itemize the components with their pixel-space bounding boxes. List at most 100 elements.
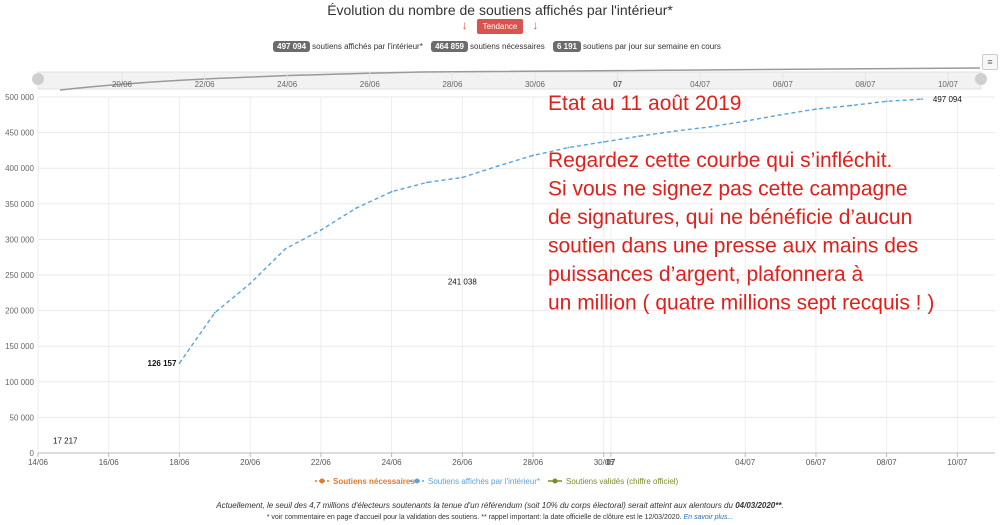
navigator-tick-label: 06/07 [773, 80, 794, 89]
series-point [461, 176, 464, 179]
navigator-tick-label: 07 [613, 80, 622, 89]
series-point [885, 100, 888, 103]
series-point [213, 311, 216, 314]
x-tick-label: 26/06 [452, 458, 473, 467]
data-labels: 17 217 126 157 241 038 497 094 [53, 95, 962, 446]
annotation-line: de signatures, qui ne bénéficie d’aucun [548, 206, 912, 229]
series-point [602, 140, 605, 143]
series-point [567, 146, 570, 149]
x-tick-label: 10/07 [947, 458, 968, 467]
navigator-tick-label: 10/07 [938, 80, 959, 89]
legend-item[interactable]: Soutiens validés (chiffre officiel) [548, 477, 679, 486]
navigator-tick-label: 28/06 [442, 80, 463, 89]
chart-svg: 20/06 22/06 24/06 26/06 28/06 30/06 07 04/07 06/… [5, 67, 995, 486]
annotation-line: puissances d’argent, plafonnera à [548, 263, 864, 286]
y-axis: 0 50 000 100 000 150 000 200 000 250 000 300 0… [5, 93, 34, 458]
counters-bar: 497 094 soutiens affichés par l'intérieur… [0, 41, 1000, 52]
trend-bar: ↓ Tendance ↓ [0, 18, 1000, 34]
series-point [708, 126, 711, 128]
counter-daily-value: 6 191 [552, 41, 581, 52]
counter-needed-value: 464 859 [431, 41, 468, 52]
navigator-series [59, 67, 981, 91]
y-tick-label: 150 000 [5, 342, 34, 351]
arrow-down-icon: ↓ [532, 18, 539, 32]
navigator[interactable]: 20/06 22/06 24/06 26/06 28/06 30/06 07 04/07 06/… [32, 67, 987, 91]
series-point [779, 113, 782, 116]
series-point [921, 98, 923, 100]
legend[interactable]: Soutiens nécessaires Soutiens affichés pa… [315, 477, 679, 486]
series-point [744, 120, 747, 123]
navigator-tick-label: 08/07 [855, 80, 876, 89]
annotation-line: Etat au 11 août 2019 [548, 92, 741, 115]
series-layer [178, 98, 923, 365]
x-tick-label: 22/06 [311, 458, 332, 467]
data-label: 126 157 [148, 359, 177, 368]
y-tick-label: 200 000 [5, 307, 34, 316]
y-tick-label: 300 000 [5, 235, 34, 244]
x-tick-label: 07 [606, 458, 615, 467]
annotation-line: Regardez cette courbe qui s’infléchit. [548, 149, 892, 172]
counter-needed-label: soutiens nécessaires [470, 42, 545, 51]
footer-text: Actuellement, le seuil des 4,7 millions … [0, 501, 1000, 510]
series-point [638, 135, 641, 138]
footer-end: . [781, 501, 784, 510]
series-point [249, 282, 252, 285]
x-tick-label: 18/06 [169, 458, 190, 467]
legend-label: Soutiens nécessaires [333, 477, 415, 486]
navigator-tick-label: 22/06 [195, 80, 216, 89]
chart-title: Évolution du nombre de soutiens affichés… [327, 2, 673, 18]
series-point [532, 154, 534, 157]
legend-dot [319, 478, 325, 484]
x-tick-label: 14/06 [28, 458, 49, 467]
legend-dot [414, 478, 420, 484]
x-tick-label: 30/06 [594, 458, 615, 467]
y-tick-label: 500 000 [5, 93, 34, 102]
counter-displayed-value: 497 094 [273, 41, 311, 52]
series-point [319, 229, 322, 232]
x-tick-label: 08/07 [877, 458, 898, 467]
footer-link[interactable]: En savoir plus... [683, 514, 734, 521]
navigator-tick-label: 26/06 [360, 80, 381, 89]
navigator-handle-right [975, 73, 987, 85]
data-label: 497 094 [933, 95, 962, 104]
legend-item[interactable]: Soutiens affichés par l'intérieur* [410, 477, 540, 486]
x-tick-label: 24/06 [382, 458, 403, 467]
series-point [355, 207, 358, 209]
counter-displayed-label: soutiens affichés par l'intérieur* [312, 42, 423, 51]
footer-date: 04/03/2020** [735, 501, 782, 510]
x-axis: 14/06 16/06 18/06 20/06 22/06 24/06 26/06 28/06… [28, 452, 995, 467]
y-tick-label: 50 000 [10, 413, 35, 422]
arrow-down-icon: ↓ [461, 18, 468, 32]
navigator-tick-label: 20/06 [112, 80, 133, 89]
navigator-tick-label: 04/07 [690, 80, 711, 89]
x-tick-label: 28/06 [523, 458, 544, 467]
footer-note-text: * voir commentaire en page d'accueil pou… [266, 514, 682, 521]
legend-label: Soutiens validés (chiffre officiel) [566, 477, 679, 486]
y-tick-label: 400 000 [5, 164, 34, 173]
series-point [426, 181, 428, 184]
legend-dot [552, 478, 558, 484]
y-tick-label: 250 000 [5, 271, 34, 280]
x-tick-label: 16/06 [99, 458, 120, 467]
annotation-line: soutien dans une presse aux mains des [548, 235, 918, 258]
series-point [673, 130, 676, 133]
legend-item[interactable]: Soutiens nécessaires [315, 477, 415, 486]
hamburger-icon[interactable]: ≡ [982, 54, 998, 70]
trend-button[interactable]: Tendance [476, 18, 524, 34]
series-point [850, 104, 853, 107]
navigator-tick-label: 30/06 [525, 80, 546, 89]
x-tick-label: 06/07 [806, 458, 827, 467]
y-tick-label: 350 000 [5, 200, 34, 209]
navigator-handle-left [32, 73, 44, 85]
series-line [178, 98, 923, 364]
y-tick-label: 450 000 [5, 129, 34, 138]
legend-label: Soutiens affichés par l'intérieur* [428, 477, 540, 486]
annotation-line: Si vous ne signez pas cette campagne [548, 178, 908, 201]
x-tick-label: 20/06 [240, 458, 261, 467]
series-point [390, 190, 393, 193]
x-tick-label: 04/07 [735, 458, 756, 467]
data-label: 241 038 [448, 277, 477, 286]
series-point [178, 362, 181, 365]
annotation: Etat au 11 août 2019 Regardez cette courb… [548, 92, 934, 315]
annotation-line: un million ( quatre millions sept recqui… [548, 292, 934, 315]
